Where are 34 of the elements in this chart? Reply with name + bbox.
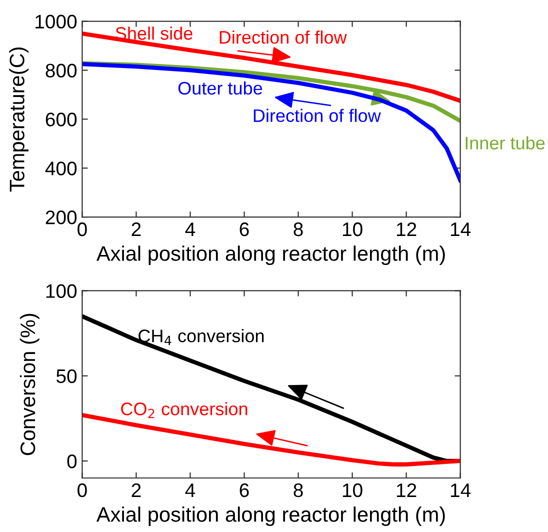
x-tick-label: 8 (294, 222, 303, 236)
x-tick-label: 2 (132, 483, 141, 497)
x-tick-label: 4 (185, 484, 196, 497)
y-axis-title: Conversion (%) (20, 314, 40, 456)
x-tick-label: 0 (78, 222, 87, 236)
x-tick-label: 8 (294, 483, 303, 498)
y-tick-label: 100 (46, 284, 77, 298)
y-tick-label: 0 (67, 454, 77, 468)
x-tick-label: 10 (342, 222, 362, 236)
y-tick-label: 50 (56, 369, 77, 384)
x-axis-title: Axial position along reactor length (m) (96, 506, 445, 526)
x-tick-label: 14 (450, 484, 471, 497)
y-tick-label: 800 (46, 64, 77, 78)
annotation: CO$_{2}$ conversion (121, 402, 248, 418)
y-tick-label: 200 (46, 210, 77, 224)
x-tick-label: 12 (396, 222, 416, 236)
x-tick-label: 6 (240, 222, 249, 236)
line-series (82, 62, 460, 182)
x-axis-title: Axial position along reactor length (m) (96, 246, 445, 266)
annotation: Outer tube (178, 81, 262, 95)
x-tick-label: 6 (240, 483, 249, 498)
y-tick-label: 600 (46, 112, 77, 126)
x-tick-label: 10 (342, 483, 362, 498)
x-tick-label: 12 (396, 483, 416, 497)
annotation: Direction of flow (254, 108, 381, 122)
x-tick-label: 2 (132, 222, 141, 236)
annotation: Direction of flow (220, 30, 347, 44)
x-tick-label: 0 (78, 483, 87, 498)
y-axis-title: Temperature(C) (9, 48, 29, 192)
y-tick-label: 400 (45, 162, 77, 176)
y-tick-label: 1000 (36, 14, 77, 29)
text: Inner tube (466, 136, 545, 150)
x-tick-label: 14 (450, 222, 471, 236)
x-tick-label: 4 (185, 222, 196, 236)
